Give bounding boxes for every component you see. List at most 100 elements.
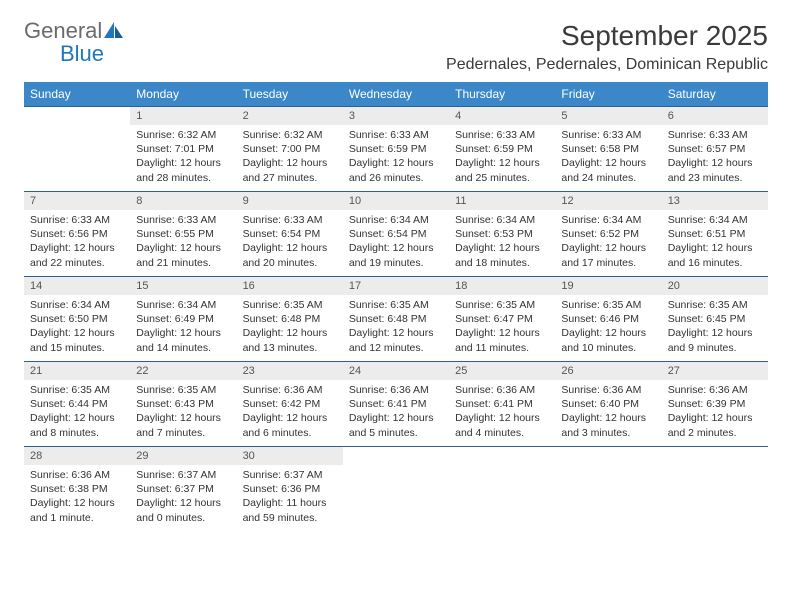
sunset-text: Sunset: 6:54 PM <box>243 227 337 241</box>
calendar-cell: 13Sunrise: 6:34 AMSunset: 6:51 PMDayligh… <box>662 192 768 276</box>
calendar-cell: 1Sunrise: 6:32 AMSunset: 7:01 PMDaylight… <box>130 107 236 191</box>
logo-text-blue: Blue <box>60 41 104 66</box>
daylight-text: Daylight: 12 hours and 16 minutes. <box>668 241 762 269</box>
daylight-text: Daylight: 12 hours and 1 minute. <box>30 496 124 524</box>
cell-body: Sunrise: 6:32 AMSunset: 7:01 PMDaylight:… <box>130 125 236 191</box>
calendar-cell: 29Sunrise: 6:37 AMSunset: 6:37 PMDayligh… <box>130 447 236 531</box>
sunrise-text: Sunrise: 6:36 AM <box>349 383 443 397</box>
sunrise-text: Sunrise: 6:33 AM <box>136 213 230 227</box>
week-row: 14Sunrise: 6:34 AMSunset: 6:50 PMDayligh… <box>24 276 768 361</box>
calendar-cell: 21Sunrise: 6:35 AMSunset: 6:44 PMDayligh… <box>24 362 130 446</box>
calendar-cell: 9Sunrise: 6:33 AMSunset: 6:54 PMDaylight… <box>237 192 343 276</box>
day-number: 9 <box>237 192 343 210</box>
sunrise-text: Sunrise: 6:33 AM <box>668 128 762 142</box>
sunrise-text: Sunrise: 6:33 AM <box>243 213 337 227</box>
cell-body: Sunrise: 6:33 AMSunset: 6:57 PMDaylight:… <box>662 125 768 191</box>
day-number: 29 <box>130 447 236 465</box>
cell-body: Sunrise: 6:33 AMSunset: 6:58 PMDaylight:… <box>555 125 661 191</box>
daylight-text: Daylight: 12 hours and 28 minutes. <box>136 156 230 184</box>
day-number: 12 <box>555 192 661 210</box>
cell-body: Sunrise: 6:36 AMSunset: 6:39 PMDaylight:… <box>662 380 768 446</box>
sunset-text: Sunset: 6:42 PM <box>243 397 337 411</box>
logo: General Blue <box>24 20 124 66</box>
day-number: 24 <box>343 362 449 380</box>
day-number: 1 <box>130 107 236 125</box>
calendar-cell <box>24 107 130 191</box>
daylight-text: Daylight: 12 hours and 14 minutes. <box>136 326 230 354</box>
sunset-text: Sunset: 6:41 PM <box>455 397 549 411</box>
day-headers-row: Sunday Monday Tuesday Wednesday Thursday… <box>24 82 768 106</box>
sunset-text: Sunset: 6:48 PM <box>243 312 337 326</box>
cell-body: Sunrise: 6:36 AMSunset: 6:42 PMDaylight:… <box>237 380 343 446</box>
day-number: 11 <box>449 192 555 210</box>
day-number: 22 <box>130 362 236 380</box>
sunrise-text: Sunrise: 6:33 AM <box>455 128 549 142</box>
calendar-cell: 16Sunrise: 6:35 AMSunset: 6:48 PMDayligh… <box>237 277 343 361</box>
sunset-text: Sunset: 6:37 PM <box>136 482 230 496</box>
sunrise-text: Sunrise: 6:34 AM <box>561 213 655 227</box>
calendar-cell: 10Sunrise: 6:34 AMSunset: 6:54 PMDayligh… <box>343 192 449 276</box>
daylight-text: Daylight: 12 hours and 19 minutes. <box>349 241 443 269</box>
sunset-text: Sunset: 6:49 PM <box>136 312 230 326</box>
daylight-text: Daylight: 12 hours and 4 minutes. <box>455 411 549 439</box>
calendar-cell: 20Sunrise: 6:35 AMSunset: 6:45 PMDayligh… <box>662 277 768 361</box>
calendar-cell: 27Sunrise: 6:36 AMSunset: 6:39 PMDayligh… <box>662 362 768 446</box>
daylight-text: Daylight: 12 hours and 5 minutes. <box>349 411 443 439</box>
calendar-cell: 22Sunrise: 6:35 AMSunset: 6:43 PMDayligh… <box>130 362 236 446</box>
daylight-text: Daylight: 12 hours and 9 minutes. <box>668 326 762 354</box>
cell-body: Sunrise: 6:32 AMSunset: 7:00 PMDaylight:… <box>237 125 343 191</box>
logo-text-general: General <box>24 18 102 43</box>
sunrise-text: Sunrise: 6:33 AM <box>561 128 655 142</box>
week-row: 7Sunrise: 6:33 AMSunset: 6:56 PMDaylight… <box>24 191 768 276</box>
weeks-container: 1Sunrise: 6:32 AMSunset: 7:01 PMDaylight… <box>24 106 768 531</box>
day-header-sat: Saturday <box>662 82 768 106</box>
cell-body: Sunrise: 6:35 AMSunset: 6:46 PMDaylight:… <box>555 295 661 361</box>
sunset-text: Sunset: 6:48 PM <box>349 312 443 326</box>
calendar-cell <box>449 447 555 531</box>
sunset-text: Sunset: 6:57 PM <box>668 142 762 156</box>
daylight-text: Daylight: 12 hours and 17 minutes. <box>561 241 655 269</box>
daylight-text: Daylight: 12 hours and 7 minutes. <box>136 411 230 439</box>
calendar-cell: 6Sunrise: 6:33 AMSunset: 6:57 PMDaylight… <box>662 107 768 191</box>
cell-body: Sunrise: 6:34 AMSunset: 6:52 PMDaylight:… <box>555 210 661 276</box>
sunset-text: Sunset: 6:45 PM <box>668 312 762 326</box>
sunrise-text: Sunrise: 6:32 AM <box>136 128 230 142</box>
sunrise-text: Sunrise: 6:33 AM <box>349 128 443 142</box>
cell-body: Sunrise: 6:34 AMSunset: 6:53 PMDaylight:… <box>449 210 555 276</box>
calendar-cell: 17Sunrise: 6:35 AMSunset: 6:48 PMDayligh… <box>343 277 449 361</box>
day-number: 8 <box>130 192 236 210</box>
calendar-cell: 19Sunrise: 6:35 AMSunset: 6:46 PMDayligh… <box>555 277 661 361</box>
cell-body: Sunrise: 6:33 AMSunset: 6:54 PMDaylight:… <box>237 210 343 276</box>
day-number: 28 <box>24 447 130 465</box>
calendar-cell: 12Sunrise: 6:34 AMSunset: 6:52 PMDayligh… <box>555 192 661 276</box>
day-number: 16 <box>237 277 343 295</box>
sunset-text: Sunset: 6:59 PM <box>455 142 549 156</box>
day-header-tue: Tuesday <box>237 82 343 106</box>
day-header-mon: Monday <box>130 82 236 106</box>
day-header-fri: Friday <box>555 82 661 106</box>
sunset-text: Sunset: 6:39 PM <box>668 397 762 411</box>
sunset-text: Sunset: 6:55 PM <box>136 227 230 241</box>
sunset-text: Sunset: 6:43 PM <box>136 397 230 411</box>
daylight-text: Daylight: 12 hours and 22 minutes. <box>30 241 124 269</box>
sunset-text: Sunset: 7:00 PM <box>243 142 337 156</box>
daylight-text: Daylight: 12 hours and 11 minutes. <box>455 326 549 354</box>
sunrise-text: Sunrise: 6:34 AM <box>136 298 230 312</box>
cell-body: Sunrise: 6:33 AMSunset: 6:55 PMDaylight:… <box>130 210 236 276</box>
sunset-text: Sunset: 6:40 PM <box>561 397 655 411</box>
sunset-text: Sunset: 6:50 PM <box>30 312 124 326</box>
calendar-cell: 18Sunrise: 6:35 AMSunset: 6:47 PMDayligh… <box>449 277 555 361</box>
sunset-text: Sunset: 6:46 PM <box>561 312 655 326</box>
calendar-cell: 2Sunrise: 6:32 AMSunset: 7:00 PMDaylight… <box>237 107 343 191</box>
day-number: 15 <box>130 277 236 295</box>
cell-body: Sunrise: 6:33 AMSunset: 6:56 PMDaylight:… <box>24 210 130 276</box>
calendar-cell: 15Sunrise: 6:34 AMSunset: 6:49 PMDayligh… <box>130 277 236 361</box>
cell-body: Sunrise: 6:34 AMSunset: 6:49 PMDaylight:… <box>130 295 236 361</box>
sunset-text: Sunset: 6:44 PM <box>30 397 124 411</box>
daylight-text: Daylight: 12 hours and 27 minutes. <box>243 156 337 184</box>
sunrise-text: Sunrise: 6:35 AM <box>243 298 337 312</box>
sunrise-text: Sunrise: 6:34 AM <box>349 213 443 227</box>
week-row: 1Sunrise: 6:32 AMSunset: 7:01 PMDaylight… <box>24 106 768 191</box>
cell-body: Sunrise: 6:33 AMSunset: 6:59 PMDaylight:… <box>343 125 449 191</box>
day-header-wed: Wednesday <box>343 82 449 106</box>
